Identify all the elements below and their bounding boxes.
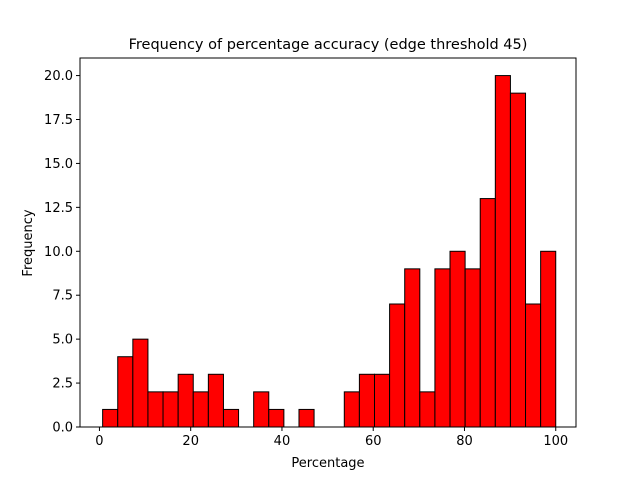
histogram-bar	[117, 356, 134, 428]
histogram-bar	[540, 250, 557, 428]
histogram-bar	[162, 391, 179, 428]
histogram-bar	[207, 373, 224, 428]
x-tick-label: 80	[456, 434, 473, 449]
y-tick-label: 7.5	[52, 289, 73, 304]
x-axis-ticks: 0 20 40 60 80 100	[95, 427, 568, 449]
y-tick-label: 15.0	[44, 157, 73, 172]
histogram-bar	[102, 408, 119, 428]
chart-title: Frequency of percentage accuracy (edge t…	[129, 37, 528, 53]
y-axis-label: Frequency	[21, 209, 36, 276]
y-tick-label: 10.0	[44, 245, 73, 260]
histogram-bar	[132, 338, 149, 428]
histogram-bar	[222, 408, 240, 428]
y-tick-label: 17.5	[44, 113, 73, 128]
histogram-bar	[494, 75, 511, 428]
histogram-bar	[192, 391, 209, 428]
y-tick-label: 20.0	[44, 69, 73, 84]
x-tick-label: 100	[543, 434, 568, 449]
plot-frame	[79, 57, 577, 428]
y-tick-label: 2.5	[52, 377, 73, 392]
y-axis-ticks: 0.0 2.5 5.0 7.5 10.0 12.5 15.0 17.5 20.0	[44, 69, 80, 436]
histogram-bar	[147, 391, 164, 428]
histogram-bar	[298, 408, 315, 428]
histogram-bar	[268, 408, 285, 428]
histogram-bar	[358, 373, 375, 428]
histogram-bar	[253, 391, 270, 428]
y-tick-label: 12.5	[44, 201, 73, 216]
x-tick-label: 60	[365, 434, 382, 449]
bars-group	[102, 75, 557, 428]
y-tick-label: 5.0	[52, 333, 73, 348]
histogram-bar	[177, 373, 194, 428]
x-tick-label: 20	[182, 434, 199, 449]
y-tick-label: 0.0	[52, 421, 73, 436]
histogram-bar	[419, 391, 436, 428]
x-tick-label: 40	[274, 434, 291, 449]
histogram-bar	[434, 268, 451, 428]
histogram-bar	[509, 92, 527, 428]
histogram-bar	[404, 268, 421, 428]
histogram-bar	[464, 268, 481, 428]
x-tick-label: 0	[95, 434, 103, 449]
histogram-bar	[389, 303, 406, 428]
x-axis-label: Percentage	[291, 456, 364, 471]
histogram-bar	[525, 303, 542, 428]
histogram-bar	[373, 373, 391, 428]
histogram-bar	[449, 250, 466, 428]
histogram-bar	[343, 391, 360, 428]
histogram-bar	[479, 198, 496, 428]
